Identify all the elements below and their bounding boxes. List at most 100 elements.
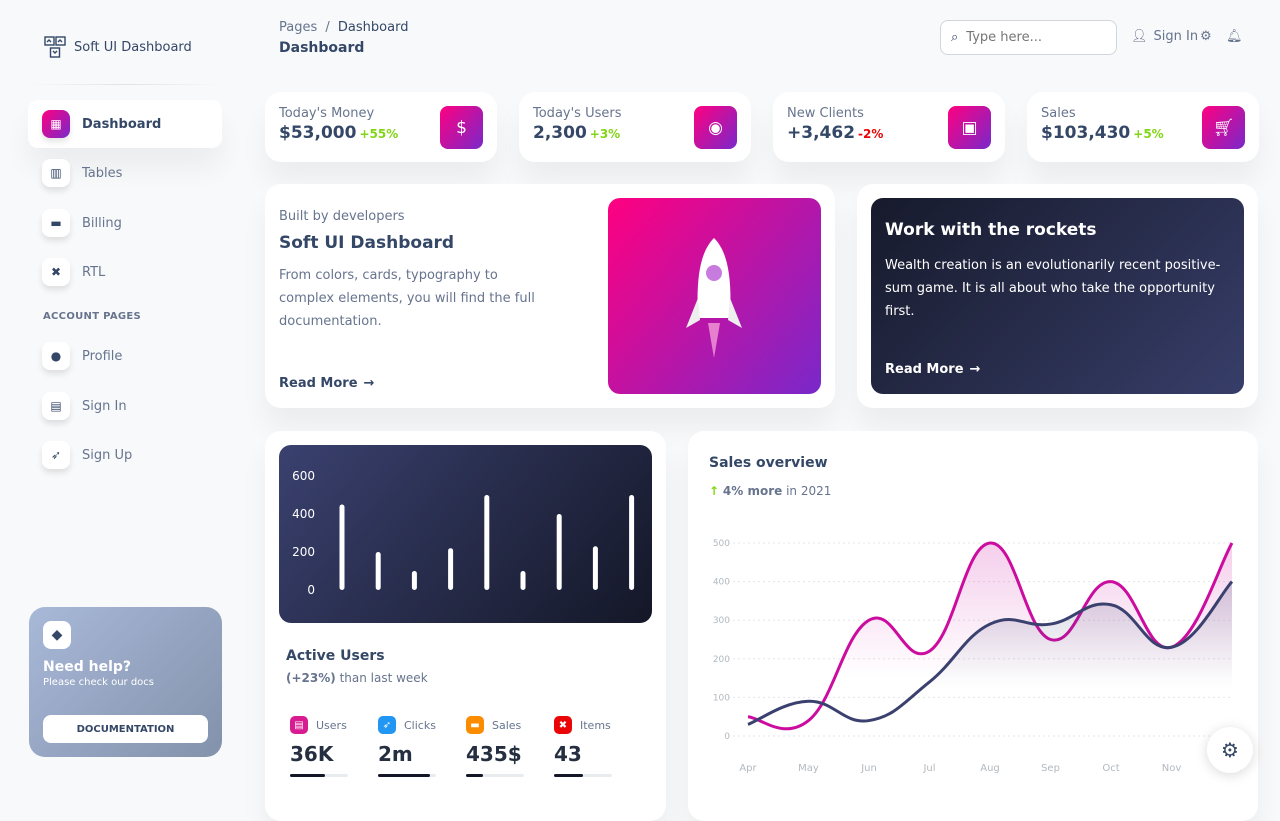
sales-overview-change: 4% more	[722, 484, 783, 498]
globe-icon: ◉	[694, 106, 737, 149]
cart-icon: 🛒︎	[1202, 106, 1245, 149]
bar	[520, 571, 526, 590]
metric-progress	[554, 774, 612, 777]
breadcrumb: Pages / Dashboard	[279, 20, 408, 35]
sidebar-item-label: RTL	[82, 264, 106, 280]
shop-icon: ▦	[42, 110, 70, 138]
diamond-icon: ◆	[43, 621, 71, 649]
bar	[375, 552, 381, 590]
brand-logo-icon	[44, 36, 66, 58]
metric-icon: ➶	[378, 716, 396, 734]
metric-sales: ▬ Sales 435$	[466, 716, 524, 777]
sign-in-link[interactable]: 👤︎ Sign In	[1131, 29, 1198, 44]
stat-card-money: Today's Money $53,000 +55% $	[265, 92, 497, 162]
help-subtitle: Please check our docs	[43, 677, 155, 688]
breadcrumb-separator: /	[325, 20, 330, 35]
sidebar-item-sign-in[interactable]: ▤ Sign In	[28, 382, 222, 430]
stat-value: $103,430	[1041, 123, 1131, 143]
search-input[interactable]	[966, 30, 1097, 45]
bar	[339, 504, 345, 590]
bar	[556, 514, 562, 590]
search-icon: ⌕	[951, 30, 959, 45]
sidebar-item-dashboard[interactable]: ▦ Dashboard	[28, 100, 222, 148]
metric-label: Items	[580, 718, 611, 732]
metric-progress	[378, 774, 436, 777]
money-icon: $	[440, 106, 483, 149]
bell-icon[interactable]: 🔔︎	[1226, 29, 1243, 44]
stat-label: Today's Users	[533, 106, 622, 121]
read-more-label: Read More	[279, 376, 358, 391]
y-tick-label: 200	[292, 545, 315, 559]
document-icon: ▤	[42, 392, 70, 420]
brand-name: Soft UI Dashboard	[74, 39, 192, 55]
help-title: Need help?	[43, 659, 132, 675]
active-users-title: Active Users	[286, 648, 385, 664]
sidebar-item-billing[interactable]: ▬ Billing	[28, 199, 222, 247]
configurator-gear-button[interactable]: ⚙	[1207, 727, 1253, 773]
metric-progress	[290, 774, 348, 777]
stat-change: +55%	[359, 127, 399, 141]
y-tick-label: 0	[307, 583, 315, 597]
metric-value: 2m	[378, 742, 413, 766]
sidebar-item-rtl[interactable]: ✖ RTL	[28, 248, 222, 296]
settings-icon: ✖	[42, 258, 70, 286]
stat-value: $53,000	[279, 123, 357, 143]
bar	[484, 495, 490, 590]
x-tick-label: Jul	[922, 763, 935, 774]
settings-icon[interactable]: ⚙	[1200, 29, 1212, 44]
metric-icon: ▬	[466, 716, 484, 734]
sales-overview-suffix: in 2021	[782, 484, 832, 498]
x-tick-label: Sep	[1041, 763, 1060, 774]
credit-card-icon: ▬	[42, 209, 70, 237]
stat-card-sales: Sales $103,430 +5% 🛒︎	[1027, 92, 1259, 162]
document-icon: ▣	[948, 106, 991, 149]
help-card: ◆ Need help? Please check our docs DOCUM…	[29, 607, 222, 757]
y-tick-label: 400	[292, 507, 315, 521]
metric-progress-fill	[466, 774, 484, 777]
metric-icon: ✖	[554, 716, 572, 734]
metric-progress-fill	[378, 774, 431, 777]
card-kicker: Built by developers	[279, 209, 405, 224]
read-more-link[interactable]: Read More →	[885, 362, 980, 377]
bar	[592, 546, 598, 590]
search-box[interactable]: ⌕	[940, 20, 1117, 55]
spaceship-icon: ➶	[42, 441, 70, 469]
metric-progress	[466, 774, 524, 777]
series-area	[748, 581, 1232, 736]
rockets-panel: Work with the rockets Wealth creation is…	[871, 198, 1244, 394]
sidebar-item-tables[interactable]: ▥ Tables	[28, 149, 222, 197]
sidebar-item-label: Profile	[82, 348, 123, 364]
sidebar-divider	[30, 84, 222, 85]
office-icon: ▥	[42, 159, 70, 187]
stat-label: New Clients	[787, 106, 864, 121]
y-tick-label: 600	[292, 469, 315, 483]
brand[interactable]: Soft UI Dashboard	[44, 36, 192, 58]
sign-in-label: Sign In	[1153, 29, 1199, 44]
stat-change: +5%	[1133, 127, 1164, 141]
documentation-button[interactable]: DOCUMENTATION	[43, 715, 208, 743]
sidebar-item-sign-up[interactable]: ➶ Sign Up	[28, 431, 222, 479]
breadcrumb-pages[interactable]: Pages	[279, 20, 318, 35]
sidebar-item-label: Billing	[82, 215, 122, 231]
arrow-up-icon: ↑	[709, 484, 720, 498]
metric-label: Users	[316, 718, 347, 732]
sidebar-item-profile[interactable]: ● Profile	[28, 332, 222, 380]
x-tick-label: Nov	[1162, 763, 1182, 774]
sales-overview-card: Sales overview ↑ 4% more in 2021 0 100 200…	[688, 431, 1258, 821]
sidebar-item-label: Tables	[82, 165, 123, 181]
x-tick-label: Jun	[860, 763, 877, 774]
metric-users: ▤ Users 36K	[290, 716, 348, 777]
sidebar-item-label: Sign Up	[82, 447, 133, 463]
metric-items: ✖ Items 43	[554, 716, 612, 777]
stat-label: Today's Money	[279, 106, 375, 121]
y-tick-label: 200	[713, 655, 730, 665]
card-title: Soft UI Dashboard	[279, 233, 455, 253]
read-more-link[interactable]: Read More →	[279, 376, 374, 391]
bar-chart-svg: 0 200 400 600	[292, 469, 635, 597]
sales-overview-title: Sales overview	[709, 455, 828, 471]
card-text: From colors, cards, typography to comple…	[279, 268, 535, 329]
line-chart-svg: 0 100 200 300 400 500 Apr May Jun Jul Aug Sep Oct Nov…	[713, 539, 1242, 774]
stat-card-users: Today's Users 2,300 +3% ◉	[519, 92, 751, 162]
customer-support-icon: ●	[42, 342, 70, 370]
rockets-title: Work with the rockets	[885, 220, 1097, 240]
